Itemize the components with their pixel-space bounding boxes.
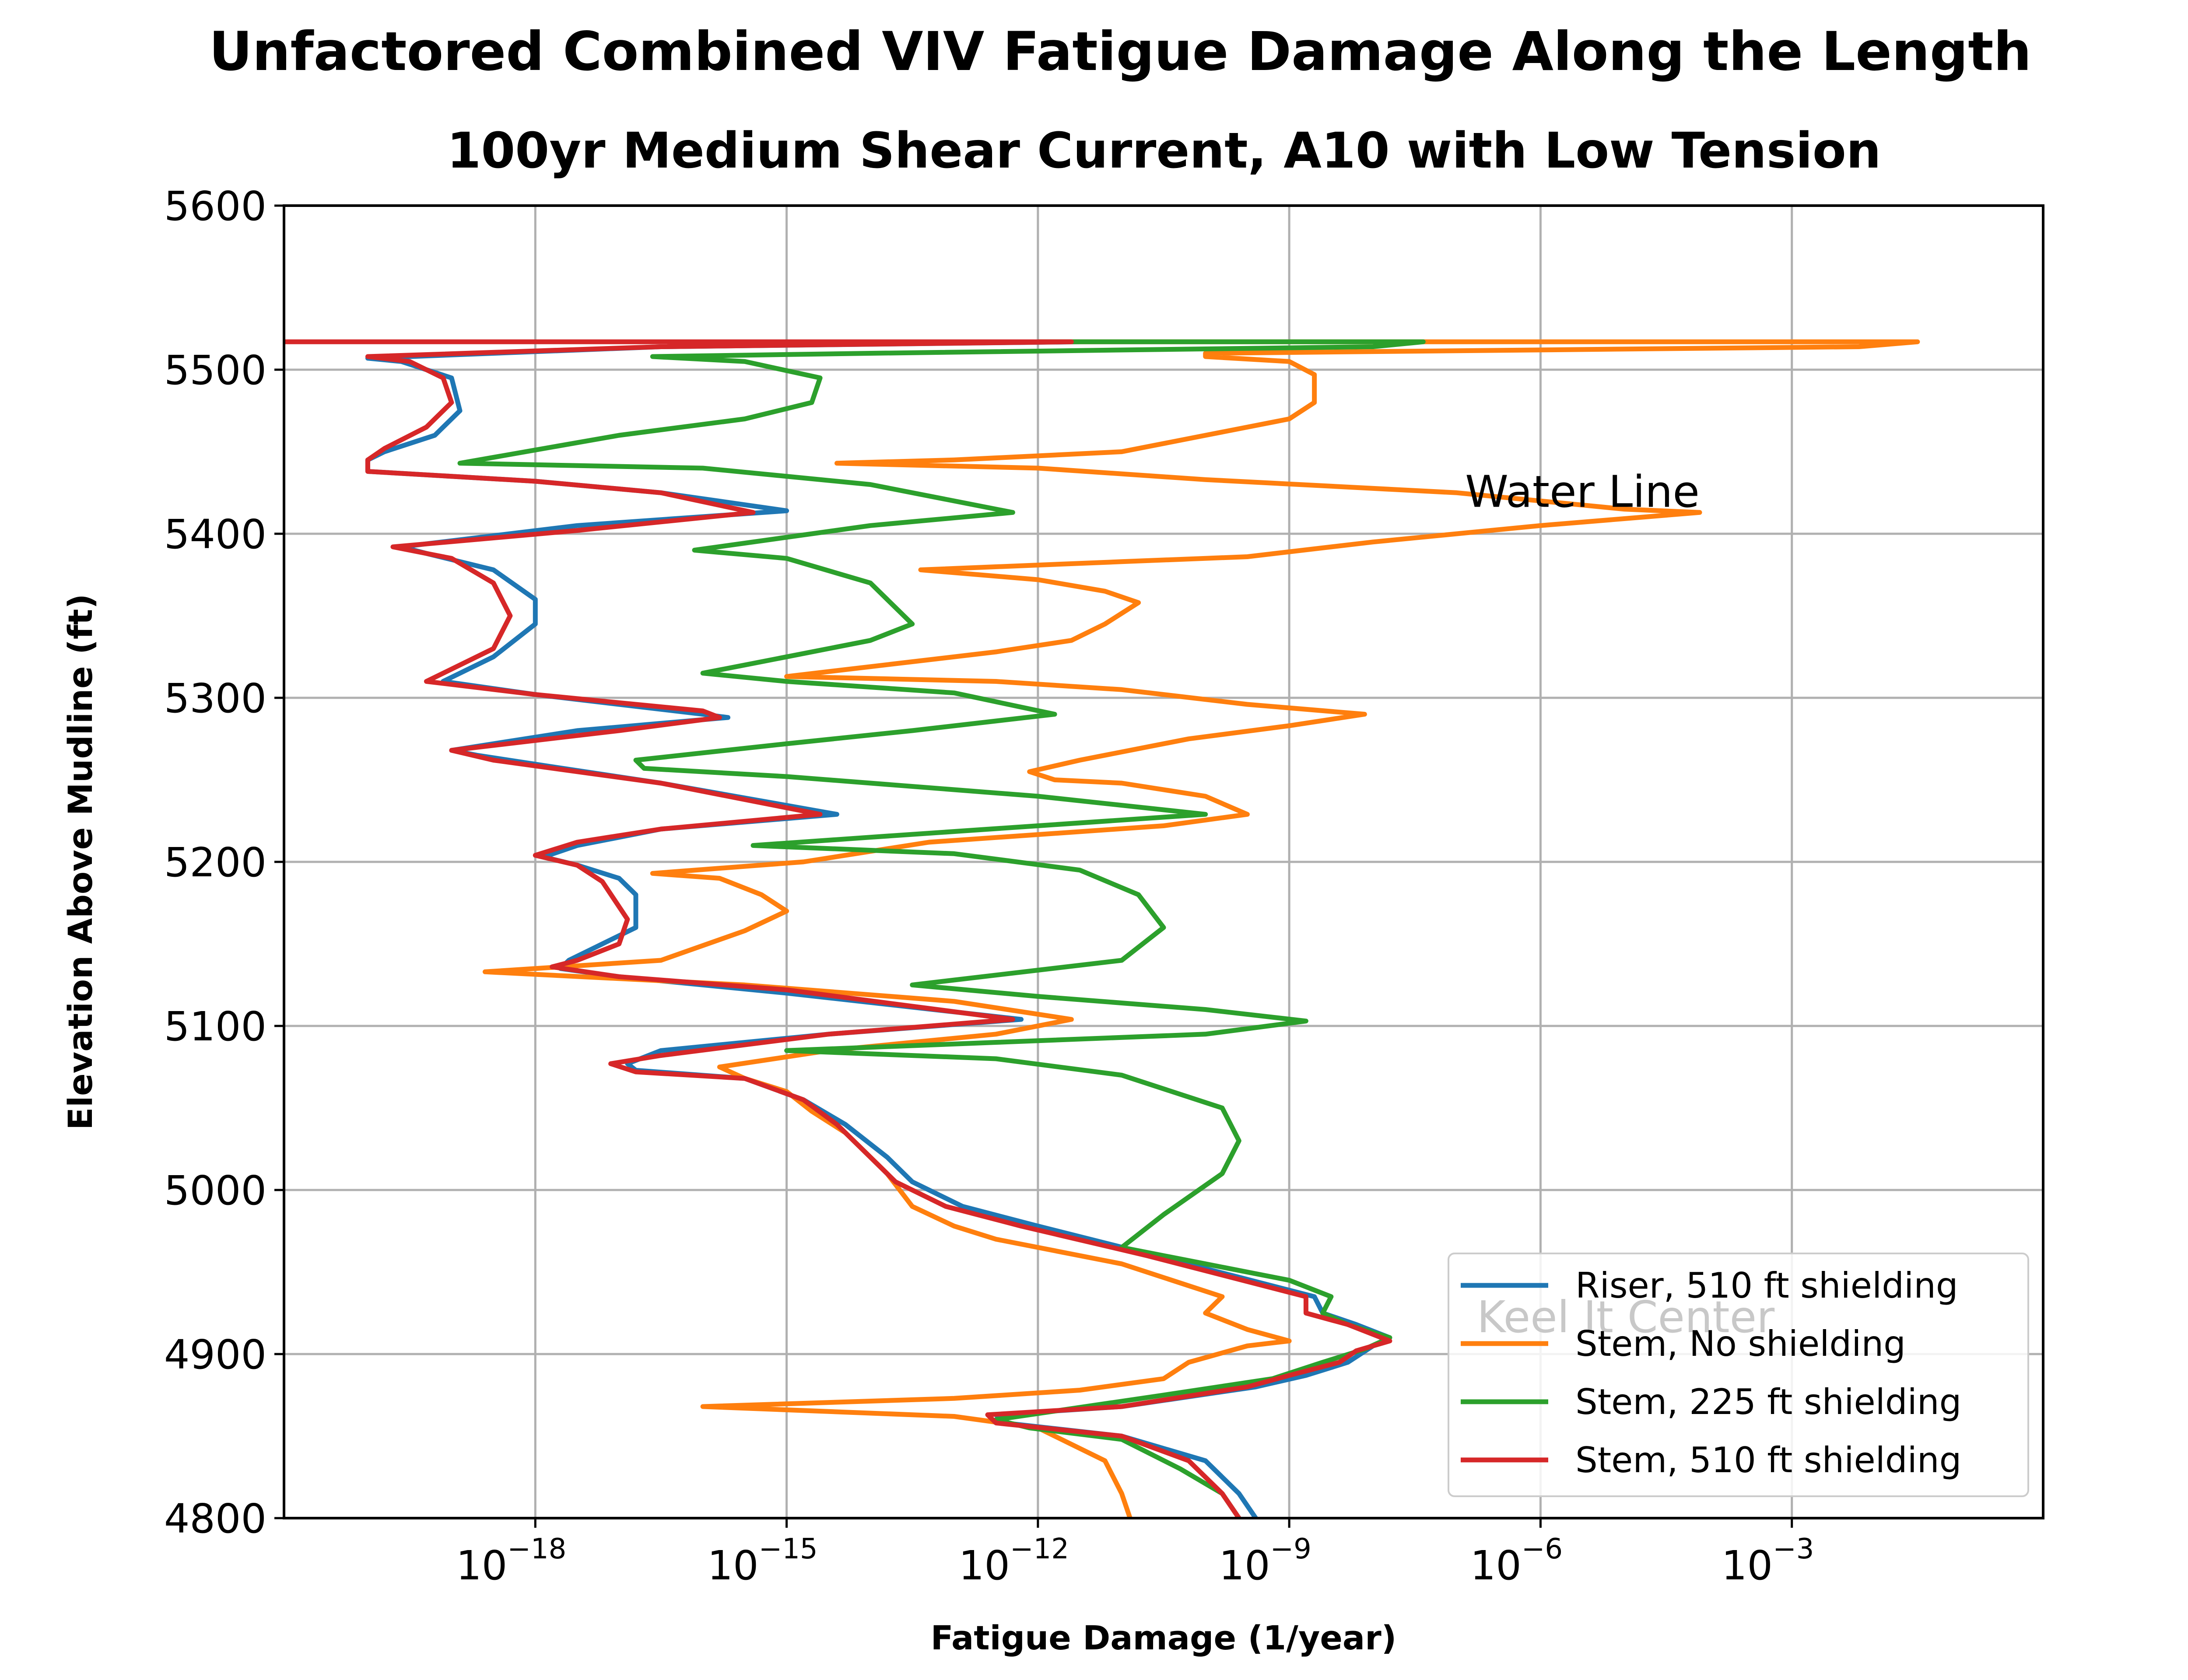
- y-axis-label: Elevation Above Mudline (ft): [61, 594, 100, 1130]
- legend-label: Stem, No shielding: [1575, 1323, 1906, 1364]
- chart-subtitle: 100yr Medium Shear Current, A10 with Low…: [447, 122, 1881, 179]
- y-tick-label: 5600: [164, 183, 266, 230]
- chart-title: Unfactored Combined VIV Fatigue Damage A…: [209, 21, 2032, 83]
- y-tick-label: 5100: [164, 1003, 266, 1050]
- legend-label: Riser, 510 ft shielding: [1575, 1265, 1958, 1306]
- ticks: 48004900500051005200530054005500560010−1…: [164, 183, 1814, 1589]
- legend-label: Stem, 225 ft shielding: [1575, 1382, 1961, 1422]
- watermark: Keel It Center: [1477, 1292, 1775, 1343]
- y-tick-label: 5400: [164, 511, 266, 558]
- legend: Keel It Center Riser, 510 ft shielding St…: [1448, 1253, 2029, 1497]
- y-tick-label: 5500: [164, 347, 266, 394]
- plot-frame: [283, 204, 2044, 1519]
- x-tick-exponent: −3: [1773, 1533, 1814, 1565]
- legend-label: Stem, 510 ft shielding: [1575, 1440, 1961, 1480]
- y-tick-label: 5000: [164, 1167, 266, 1214]
- legend-items: Riser, 510 ft shielding Stem, No shieldin…: [1461, 1265, 1961, 1480]
- x-tick-exponent: −9: [1270, 1533, 1311, 1565]
- y-tick-label: 5200: [164, 839, 266, 886]
- water-line-annotation: Water Line: [1465, 466, 1700, 517]
- x-tick-exponent: −12: [1010, 1533, 1069, 1565]
- x-tick-exponent: −18: [507, 1533, 566, 1565]
- legend-box: [1448, 1253, 2029, 1497]
- series-line-2: [482, 339, 1920, 1519]
- y-tick-label: 4900: [164, 1331, 266, 1378]
- series-line-4: [284, 339, 1392, 1520]
- x-tick-exponent: −6: [1522, 1533, 1563, 1565]
- y-tick-label: 4800: [164, 1495, 266, 1542]
- x-axis-label: Fatigue Damage (1/year): [931, 1618, 1397, 1657]
- series-lines: [284, 339, 1920, 1520]
- y-tick-label: 5300: [164, 675, 266, 722]
- x-tick-exponent: −15: [759, 1533, 818, 1565]
